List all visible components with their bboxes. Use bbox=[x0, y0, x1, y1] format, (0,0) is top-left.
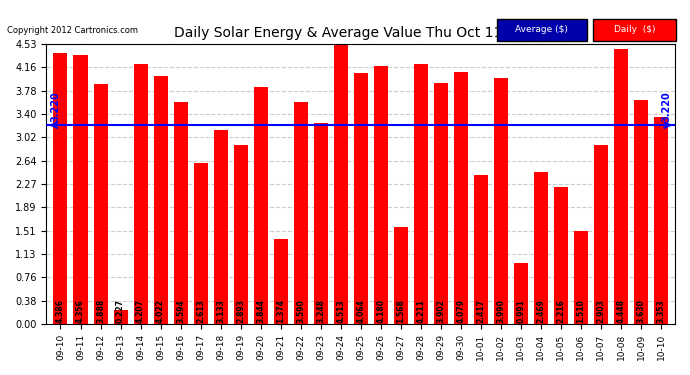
Text: 4.513: 4.513 bbox=[336, 299, 345, 323]
Text: 3.220: 3.220 bbox=[661, 91, 671, 122]
Text: 2.613: 2.613 bbox=[196, 299, 205, 323]
Text: 1.510: 1.510 bbox=[576, 299, 585, 323]
Text: 4.207: 4.207 bbox=[136, 299, 145, 323]
Bar bbox=[374, 66, 388, 324]
Text: 3.590: 3.590 bbox=[296, 299, 305, 323]
Text: 4.386: 4.386 bbox=[56, 299, 65, 323]
Text: 4.064: 4.064 bbox=[356, 299, 365, 323]
Text: 4.180: 4.180 bbox=[376, 299, 385, 323]
Bar bbox=[214, 130, 228, 324]
Text: 4.079: 4.079 bbox=[456, 299, 465, 323]
Text: 4.022: 4.022 bbox=[156, 299, 165, 323]
Bar bbox=[154, 76, 168, 324]
Bar bbox=[314, 123, 328, 324]
Bar bbox=[254, 87, 268, 324]
Bar bbox=[594, 145, 608, 324]
Text: 3.990: 3.990 bbox=[496, 299, 505, 323]
Bar bbox=[274, 239, 288, 324]
Text: 4.211: 4.211 bbox=[416, 299, 425, 323]
Text: Copyright 2012 Cartronics.com: Copyright 2012 Cartronics.com bbox=[7, 26, 138, 35]
Text: 3.630: 3.630 bbox=[636, 299, 645, 323]
Bar bbox=[234, 146, 248, 324]
Bar bbox=[354, 73, 368, 324]
Text: Daily  ($): Daily ($) bbox=[614, 26, 656, 34]
Bar bbox=[474, 175, 488, 324]
Bar bbox=[174, 102, 188, 324]
Text: 3.902: 3.902 bbox=[436, 299, 445, 323]
Bar bbox=[54, 53, 68, 324]
Text: 4.448: 4.448 bbox=[616, 299, 625, 323]
Bar bbox=[494, 78, 508, 324]
Text: 3.353: 3.353 bbox=[656, 299, 665, 323]
Bar bbox=[534, 171, 548, 324]
Text: 3.133: 3.133 bbox=[216, 299, 225, 323]
Bar bbox=[414, 64, 428, 324]
Bar bbox=[654, 117, 668, 324]
Text: 2.216: 2.216 bbox=[556, 299, 565, 323]
Title: Daily Solar Energy & Average Value Thu Oct 11 07:09: Daily Solar Energy & Average Value Thu O… bbox=[175, 26, 547, 40]
Bar bbox=[74, 55, 88, 324]
Text: 3.594: 3.594 bbox=[176, 299, 185, 323]
Bar bbox=[334, 45, 348, 324]
Text: 2.903: 2.903 bbox=[596, 299, 605, 323]
Bar bbox=[454, 72, 468, 324]
Text: 2.893: 2.893 bbox=[236, 299, 245, 323]
Bar bbox=[574, 231, 588, 324]
Bar bbox=[94, 84, 108, 324]
Bar bbox=[394, 227, 408, 324]
Bar bbox=[554, 187, 568, 324]
Bar bbox=[134, 64, 148, 324]
Text: 3.220: 3.220 bbox=[50, 91, 61, 122]
Bar bbox=[514, 263, 528, 324]
Bar bbox=[114, 310, 128, 324]
Text: 2.469: 2.469 bbox=[536, 299, 545, 323]
Bar bbox=[634, 100, 648, 324]
Bar bbox=[294, 102, 308, 324]
Text: 0.227: 0.227 bbox=[116, 299, 125, 323]
Text: 3.888: 3.888 bbox=[96, 298, 105, 323]
Text: 3.844: 3.844 bbox=[256, 299, 265, 323]
Bar bbox=[194, 163, 208, 324]
Text: 4.356: 4.356 bbox=[76, 299, 85, 323]
Text: 3.248: 3.248 bbox=[316, 299, 325, 323]
Text: Average ($): Average ($) bbox=[515, 26, 568, 34]
Text: 0.991: 0.991 bbox=[516, 299, 525, 323]
Bar bbox=[614, 49, 628, 324]
Text: 1.568: 1.568 bbox=[396, 299, 405, 323]
Text: 2.417: 2.417 bbox=[476, 299, 485, 323]
Text: 1.374: 1.374 bbox=[276, 299, 285, 323]
Bar bbox=[434, 83, 448, 324]
